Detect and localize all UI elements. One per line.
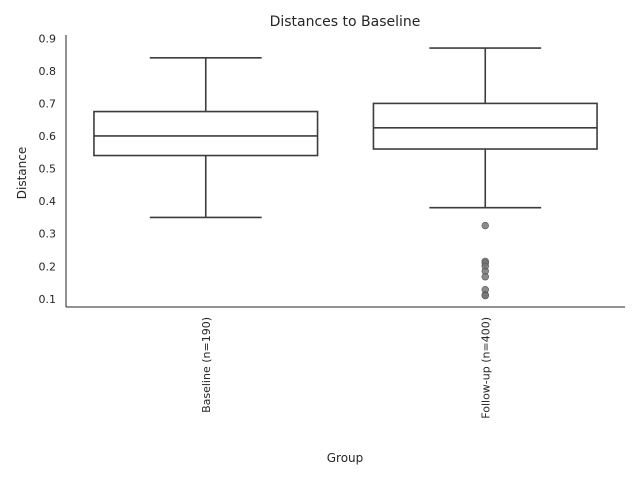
y-tick-label: 0.6 bbox=[39, 130, 57, 143]
x-tick-label: Follow-up (n=400) bbox=[479, 317, 492, 419]
outlier-point bbox=[481, 291, 489, 300]
box-group bbox=[372, 47, 598, 300]
x-tick-label: Baseline (n=190) bbox=[200, 317, 213, 413]
y-tick-label: 0.5 bbox=[39, 163, 57, 176]
y-tick-label: 0.7 bbox=[39, 97, 57, 110]
y-tick-label: 0.2 bbox=[39, 260, 57, 273]
y-tick-label: 0.3 bbox=[39, 228, 57, 241]
chart-title: Distances to Baseline bbox=[270, 14, 421, 30]
y-tick-label: 0.8 bbox=[39, 65, 57, 78]
y-tick-label: 0.9 bbox=[39, 32, 57, 45]
outlier-point bbox=[481, 221, 489, 230]
y-ticks: 0.1 0.2 0.3 0.4 0.5 0.6 0.7 0.8 0.9 bbox=[39, 32, 57, 306]
x-ticks: Baseline (n=190) Follow-up (n=400) bbox=[200, 317, 493, 419]
y-tick-label: 0.1 bbox=[39, 293, 57, 306]
box-group bbox=[93, 57, 319, 219]
y-axis-label: Distance bbox=[15, 147, 29, 199]
x-axis-label: Group bbox=[327, 451, 364, 465]
boxes bbox=[93, 47, 598, 300]
iqr-box bbox=[372, 102, 598, 150]
iqr-box bbox=[93, 110, 319, 157]
outlier-point bbox=[481, 273, 489, 281]
y-tick-label: 0.4 bbox=[39, 195, 57, 208]
